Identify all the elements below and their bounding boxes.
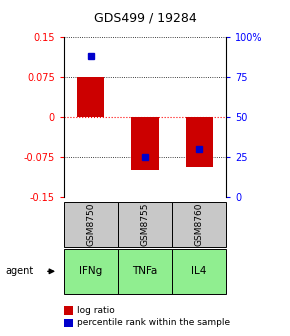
Bar [77, 77, 104, 117]
Text: GSM8750: GSM8750 [86, 203, 95, 246]
Text: percentile rank within the sample: percentile rank within the sample [77, 319, 230, 327]
Text: agent: agent [6, 266, 34, 276]
Text: GDS499 / 19284: GDS499 / 19284 [94, 12, 196, 25]
Text: IL4: IL4 [191, 266, 207, 276]
Text: GSM8755: GSM8755 [140, 203, 150, 246]
Bar [186, 117, 213, 167]
Text: log ratio: log ratio [77, 306, 115, 315]
Text: TNFa: TNFa [132, 266, 158, 276]
Text: GSM8760: GSM8760 [195, 203, 204, 246]
Bar [131, 117, 159, 170]
Text: IFNg: IFNg [79, 266, 102, 276]
